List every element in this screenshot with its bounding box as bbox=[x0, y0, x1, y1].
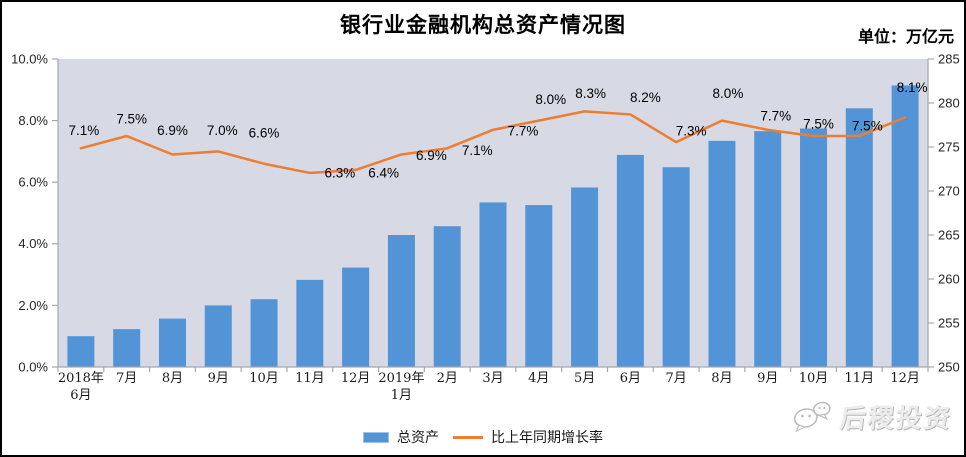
left-axis-tick-label: 2.0% bbox=[18, 298, 48, 313]
x-axis-category-label: 4月 bbox=[528, 371, 549, 386]
bar-10月 bbox=[250, 299, 278, 367]
data-label-2019年1月: 6.9% bbox=[416, 148, 447, 163]
data-label-8月: 8.0% bbox=[713, 86, 744, 101]
data-label-7月: 7.5% bbox=[116, 112, 147, 127]
right-axis-tick-label: 250 bbox=[938, 359, 960, 374]
growth-rate-line bbox=[79, 110, 907, 175]
bar-8月 bbox=[158, 318, 186, 367]
x-axis-category-label: 2018年 bbox=[58, 371, 104, 386]
x-axis-category-label: 2019年 bbox=[378, 371, 424, 386]
x-axis-category-label: 11月 bbox=[295, 371, 325, 386]
bar-2月 bbox=[433, 226, 461, 367]
data-label-10月: 7.5% bbox=[803, 117, 834, 132]
x-axis-category-label: 6月 bbox=[620, 371, 641, 386]
line-series-swatch-icon bbox=[453, 435, 483, 439]
bar-5月 bbox=[571, 187, 599, 367]
x-axis-category-label: 9月 bbox=[757, 371, 778, 386]
bar-3月 bbox=[479, 202, 507, 367]
x-axis-category-label: 9月 bbox=[208, 371, 229, 386]
x-axis-category-label: 8月 bbox=[162, 371, 183, 386]
x-axis-category-label: 8月 bbox=[711, 371, 732, 386]
bar-7月 bbox=[662, 167, 690, 367]
right-axis-tick-label: 275 bbox=[938, 139, 960, 154]
right-axis-tick-label: 265 bbox=[938, 227, 960, 242]
bar-12月 bbox=[891, 85, 919, 368]
x-axis-category-label: 10月 bbox=[249, 371, 279, 386]
data-label-9月: 7.0% bbox=[207, 123, 238, 138]
left-axis-tick-label: 6.0% bbox=[18, 175, 48, 190]
x-axis-category-label: 5月 bbox=[574, 371, 595, 386]
legend-item-total-assets: 总资产 bbox=[363, 427, 439, 447]
bar-2018年6月 bbox=[67, 336, 95, 367]
left-axis-tick-label: 4.0% bbox=[18, 236, 48, 251]
x-axis-category-label: 7月 bbox=[116, 371, 137, 386]
chart-title: 银行业金融机构总资产情况图 bbox=[340, 12, 626, 37]
data-label-2018年6月: 7.1% bbox=[69, 123, 100, 138]
data-label-7月: 7.3% bbox=[676, 124, 707, 139]
bar-10月 bbox=[800, 128, 828, 367]
watermark: 后稷投资 bbox=[791, 398, 954, 435]
data-label-8月: 6.9% bbox=[157, 123, 188, 138]
x-axis-category-label: 2月 bbox=[437, 371, 458, 386]
left-axis-tick-label: 8.0% bbox=[18, 113, 48, 128]
x-axis-category-label: 6月 bbox=[70, 388, 91, 403]
data-label-10月: 6.6% bbox=[249, 125, 280, 140]
right-axis-tick-label: 280 bbox=[938, 95, 960, 110]
bar-9月 bbox=[754, 131, 782, 367]
data-label-4月: 8.0% bbox=[535, 92, 566, 107]
bar-11月 bbox=[845, 108, 873, 367]
right-axis-tick-label: 255 bbox=[938, 315, 960, 330]
x-axis-category-label: 12月 bbox=[890, 371, 920, 386]
data-label-6月: 8.2% bbox=[630, 90, 661, 105]
bar-2019年1月 bbox=[387, 235, 415, 367]
bar-11月 bbox=[296, 279, 324, 367]
bar-9月 bbox=[204, 305, 232, 367]
data-label-11月: 7.5% bbox=[852, 119, 883, 134]
x-axis-category-label: 10月 bbox=[799, 371, 829, 386]
legend-item-growth-rate: 比上年同期增长率 bbox=[453, 427, 603, 447]
x-axis-category-label: 7月 bbox=[666, 371, 687, 386]
left-axis-tick-label: 10.0% bbox=[11, 51, 48, 66]
left-axis-tick-label: 0.0% bbox=[18, 359, 48, 374]
x-axis-category-label: 11月 bbox=[845, 371, 875, 386]
legend-label-total-assets: 总资产 bbox=[397, 430, 439, 446]
data-label-12月: 6.4% bbox=[368, 165, 399, 180]
bar-series-swatch-icon bbox=[363, 431, 389, 443]
legend-label-growth-rate: 比上年同期增长率 bbox=[491, 430, 603, 446]
unit-label: 单位：万亿元 bbox=[857, 27, 954, 46]
right-axis-tick-label: 270 bbox=[938, 183, 960, 198]
data-label-11月: 6.3% bbox=[324, 166, 355, 181]
watermark-text: 后稷投资 bbox=[838, 404, 954, 434]
bar-12月 bbox=[342, 267, 370, 367]
x-axis-category-label: 1月 bbox=[391, 388, 412, 403]
data-label-5月: 8.3% bbox=[575, 86, 606, 101]
x-axis-category-label: 3月 bbox=[482, 371, 503, 386]
data-label-2月: 7.1% bbox=[462, 143, 493, 158]
legend: 总资产 比上年同期增长率 bbox=[2, 428, 964, 446]
data-label-9月: 7.7% bbox=[760, 108, 791, 123]
data-label-12月: 8.1% bbox=[897, 80, 928, 95]
bar-8月 bbox=[708, 140, 736, 367]
bar-7月 bbox=[113, 329, 141, 367]
x-axis-category-label: 12月 bbox=[341, 371, 371, 386]
bar-4月 bbox=[525, 205, 553, 367]
right-axis-tick-label: 260 bbox=[938, 271, 960, 286]
bar-6月 bbox=[616, 154, 644, 367]
right-axis-tick-label: 285 bbox=[938, 51, 960, 66]
wechat-icon bbox=[794, 401, 831, 432]
data-label-3月: 7.7% bbox=[508, 123, 539, 138]
